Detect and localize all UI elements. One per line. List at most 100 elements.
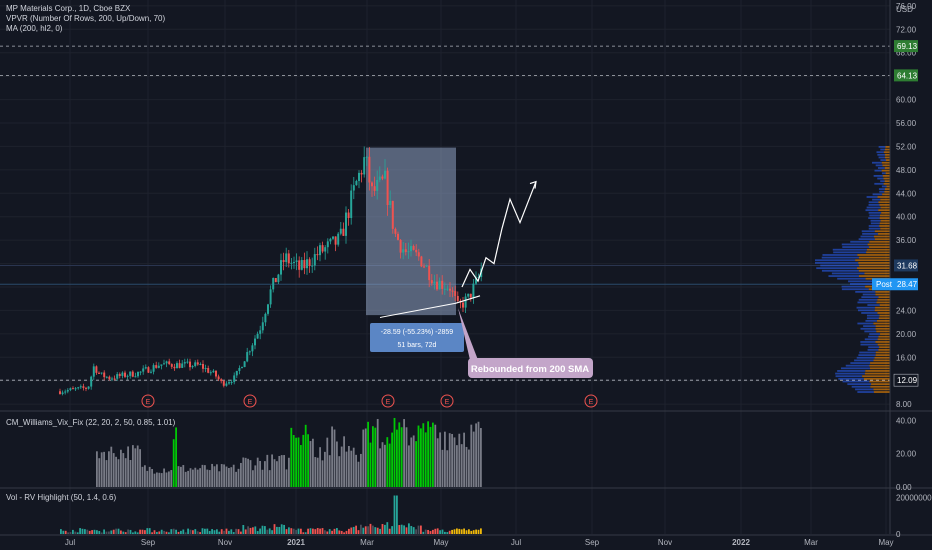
price-tag-label: 64.13 bbox=[897, 71, 918, 80]
candle-body bbox=[402, 249, 405, 253]
legend-symbol[interactable]: MP Materials Corp., 1D, Cboe BZX bbox=[6, 4, 131, 13]
volume-bar bbox=[328, 529, 331, 534]
candle-body bbox=[376, 179, 379, 191]
vix-bar bbox=[434, 424, 437, 487]
vix-bar bbox=[465, 446, 468, 487]
price-tick-label: 24.00 bbox=[896, 306, 917, 315]
volume-bar bbox=[271, 530, 273, 534]
candle-body bbox=[194, 362, 197, 367]
volume-bar bbox=[429, 531, 432, 534]
vpvr-down bbox=[857, 254, 890, 256]
candle-body bbox=[207, 368, 210, 373]
vpvr-up bbox=[877, 167, 885, 169]
candle-body bbox=[220, 379, 223, 382]
volume-bar bbox=[204, 528, 206, 534]
volume-bar bbox=[180, 530, 182, 534]
vix-tick-label: 40.00 bbox=[896, 416, 917, 425]
vpvr-up bbox=[837, 277, 866, 280]
candle-body bbox=[371, 182, 373, 187]
vix-bar bbox=[372, 426, 374, 487]
vix-bar bbox=[285, 469, 288, 487]
volume-bar bbox=[144, 530, 146, 534]
vix-bar bbox=[393, 417, 396, 487]
vix-bar bbox=[199, 468, 201, 487]
vpvr-up bbox=[864, 338, 878, 341]
volume-axis[interactable]: 20000000 0 bbox=[896, 493, 932, 539]
volume-bar bbox=[254, 526, 257, 534]
candle-body bbox=[61, 392, 64, 394]
candle-body bbox=[358, 172, 360, 181]
vix-bar bbox=[194, 467, 197, 487]
volume-bar bbox=[326, 531, 329, 534]
volume-bar bbox=[259, 528, 261, 534]
vpvr-up bbox=[860, 341, 876, 343]
candle-body bbox=[410, 246, 412, 252]
vpvr-up bbox=[857, 301, 877, 304]
vix-bar bbox=[379, 448, 381, 487]
candle-body bbox=[235, 370, 238, 376]
time-axis[interactable]: Jul Sep Nov 2021 Mar May Jul Sep Nov 2022 Mar May bbox=[65, 538, 894, 547]
legend-ma[interactable]: MA (200, hl2, 0) bbox=[6, 24, 63, 33]
candle-body bbox=[202, 364, 204, 369]
vpvr-up bbox=[880, 148, 885, 151]
vpvr-up bbox=[850, 240, 870, 243]
volume-legend[interactable]: Vol - RV Highlight (50, 1.4, 0.6) bbox=[6, 493, 117, 502]
vix-bar bbox=[165, 472, 168, 487]
vpvr-down bbox=[876, 319, 890, 322]
candle-body bbox=[228, 382, 230, 384]
vix-bar bbox=[348, 445, 350, 487]
vix-legend[interactable]: CM_Williams_Vix_Fix (22, 20, 2, 50, 0.85… bbox=[6, 418, 176, 427]
vpvr-up bbox=[869, 333, 881, 335]
candle-body bbox=[204, 368, 207, 370]
vpvr-down bbox=[875, 327, 890, 330]
vix-bar bbox=[175, 427, 177, 487]
candle-body bbox=[293, 261, 295, 263]
volume-bar bbox=[252, 527, 254, 534]
price-tag-bg bbox=[894, 259, 918, 272]
vpvr-up bbox=[864, 330, 877, 333]
candle-body bbox=[108, 376, 111, 380]
vpvr-up bbox=[850, 362, 871, 364]
earnings-marker bbox=[440, 394, 454, 408]
vpvr-down bbox=[858, 269, 890, 272]
vpvr-up bbox=[862, 293, 876, 296]
vpvr-up bbox=[833, 251, 867, 254]
candle-body bbox=[176, 363, 178, 369]
price-tick-label: 56.00 bbox=[896, 119, 917, 128]
vix-bar bbox=[331, 426, 333, 487]
volume-bar bbox=[242, 525, 245, 534]
vpvr-up bbox=[816, 267, 857, 270]
volume-bar bbox=[388, 528, 391, 534]
candle-body bbox=[248, 351, 251, 353]
volume-bar bbox=[384, 524, 386, 534]
vpvr-down bbox=[879, 217, 890, 219]
candle-body bbox=[144, 367, 147, 369]
candle-body bbox=[267, 304, 269, 314]
vix-axis[interactable]: 40.00 20.00 0.00 bbox=[896, 416, 917, 492]
candle-body bbox=[456, 295, 459, 301]
vpvr-down bbox=[866, 251, 890, 254]
legend-vpvr[interactable]: VPVR (Number Of Rows, 200, Up/Down, 70) bbox=[6, 14, 166, 23]
vix-bar bbox=[96, 451, 98, 487]
vix-bar bbox=[259, 460, 261, 487]
volume-bar bbox=[424, 529, 427, 534]
vpvr-up bbox=[858, 238, 875, 241]
candle-body bbox=[230, 382, 233, 384]
vpvr-up bbox=[863, 325, 876, 328]
price-axis[interactable]: 76.0072.0068.0064.0060.0056.0052.0048.00… bbox=[896, 2, 917, 409]
candle-body bbox=[347, 212, 350, 218]
volume-bar bbox=[278, 526, 281, 534]
vpvr-up bbox=[845, 364, 870, 367]
vix-bar bbox=[211, 463, 213, 487]
volume-bar bbox=[112, 529, 115, 534]
vix-bar bbox=[388, 443, 391, 487]
candle-body bbox=[131, 371, 134, 377]
measure-line bbox=[379, 302, 456, 318]
candle-body bbox=[246, 352, 249, 362]
volume-bar bbox=[333, 528, 336, 534]
measure-box bbox=[366, 147, 456, 316]
vix-bar bbox=[213, 466, 216, 487]
candle-body bbox=[332, 236, 334, 239]
vpvr-down bbox=[878, 201, 890, 204]
